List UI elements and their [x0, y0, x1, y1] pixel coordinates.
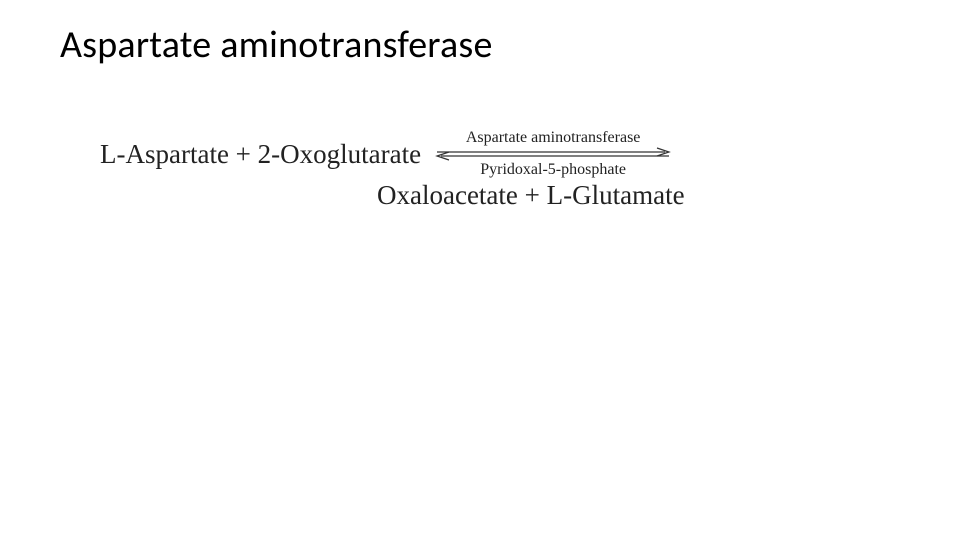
- equilibrium-arrow-block: Aspartate aminotransferase Pyridoxal-5-p…: [433, 130, 673, 178]
- products-text: Oxaloacetate + L-Glutamate: [377, 180, 880, 211]
- reaction-line-top: L-Aspartate + 2-Oxoglutarate Aspartate a…: [100, 130, 880, 178]
- enzyme-label: Aspartate aminotransferase: [466, 130, 641, 146]
- slide: Aspartate aminotransferase L-Aspartate +…: [0, 0, 960, 540]
- reaction-block: L-Aspartate + 2-Oxoglutarate Aspartate a…: [100, 130, 880, 211]
- cofactor-label: Pyridoxal-5-phosphate: [480, 162, 626, 178]
- equilibrium-arrow-icon: [433, 147, 673, 161]
- reactants-text: L-Aspartate + 2-Oxoglutarate: [100, 139, 421, 170]
- slide-title: Aspartate aminotransferase: [60, 22, 493, 68]
